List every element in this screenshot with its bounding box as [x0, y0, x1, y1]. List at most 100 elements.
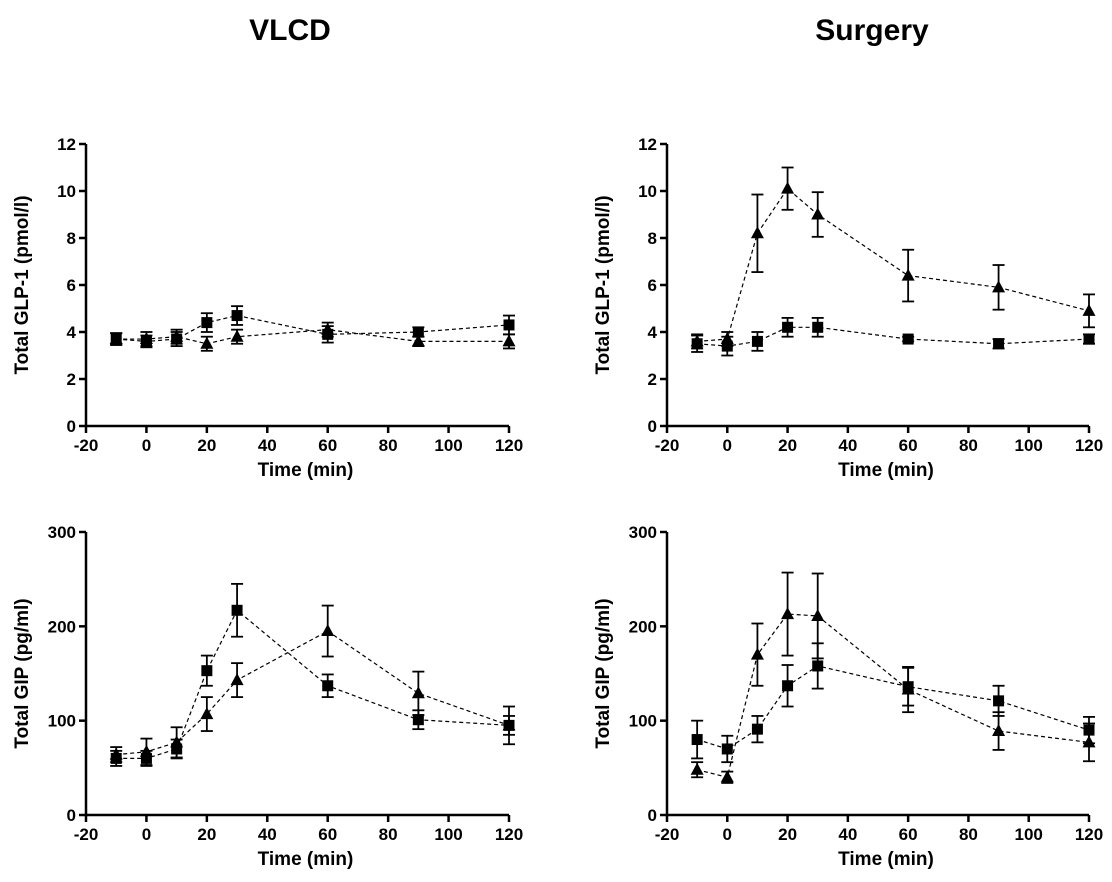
y-tick-label: 100 [629, 712, 657, 731]
y-axis-label: Total GIP (pg/ml) [12, 598, 33, 748]
data-point-triangle [411, 334, 425, 347]
y-tick-label: 10 [57, 182, 76, 201]
x-tick-label: 40 [258, 436, 277, 455]
y-tick-label: 4 [648, 323, 658, 342]
data-point-square [691, 734, 703, 746]
x-tick-label: 120 [1075, 825, 1103, 844]
x-tick-label: 0 [723, 436, 732, 455]
data-point-triangle [992, 280, 1006, 293]
data-point-square [721, 743, 733, 755]
data-point-triangle [321, 624, 335, 637]
series-triangle [690, 166, 1096, 350]
x-tick-label: -20 [655, 436, 680, 455]
data-point-triangle [230, 673, 244, 686]
x-axis-label: Time (min) [838, 849, 934, 870]
x-tick-label: 40 [838, 825, 857, 844]
x-tick-label: 60 [899, 436, 918, 455]
data-point-square [1083, 333, 1095, 345]
y-tick-label: 12 [638, 135, 657, 154]
x-tick-label: 0 [142, 436, 151, 455]
data-point-square [412, 714, 424, 726]
data-point-triangle [811, 608, 825, 621]
y-tick-label: 8 [648, 229, 657, 248]
data-point-triangle [139, 744, 153, 757]
data-point-square [782, 680, 794, 692]
x-tick-label: 60 [318, 825, 337, 844]
x-tick-label: 80 [959, 825, 978, 844]
data-point-triangle [901, 682, 915, 695]
data-point-triangle [230, 329, 244, 342]
x-tick-label: 120 [495, 825, 523, 844]
x-tick-label: 60 [899, 825, 918, 844]
series-line [696, 613, 1090, 778]
x-tick-label: 100 [1015, 825, 1043, 844]
y-tick-label: 0 [648, 806, 657, 825]
data-point-triangle [200, 336, 214, 349]
x-tick-label: 0 [723, 825, 732, 844]
data-point-square [812, 321, 824, 333]
data-point-square [231, 604, 243, 616]
x-axis-label: Time (min) [258, 849, 354, 870]
data-point-triangle [781, 607, 795, 620]
series-square [110, 582, 515, 767]
x-tick-label: 60 [318, 436, 337, 455]
data-point-square [993, 695, 1005, 707]
x-tick-label: 20 [778, 825, 797, 844]
vlcd-column-title: VLCD [249, 14, 331, 47]
y-tick-label: 2 [648, 370, 657, 389]
data-point-triangle [901, 268, 915, 281]
series-line [116, 609, 510, 760]
x-tick-label: 0 [142, 825, 151, 844]
x-tick-label: -20 [74, 436, 99, 455]
series-triangle [109, 321, 516, 352]
x-tick-label: 20 [197, 825, 216, 844]
x-tick-label: 40 [258, 825, 277, 844]
y-tick-label: 2 [67, 370, 76, 389]
data-point-triangle [109, 332, 123, 345]
data-point-square [751, 723, 763, 735]
y-tick-label: 300 [48, 523, 76, 542]
data-point-triangle [781, 181, 795, 194]
x-tick-label: 20 [197, 436, 216, 455]
data-point-triangle [170, 329, 184, 342]
data-point-square [201, 665, 213, 677]
y-tick-label: 0 [67, 806, 76, 825]
x-tick-label: 100 [434, 436, 462, 455]
data-point-square [782, 321, 794, 333]
y-tick-label: 0 [67, 417, 76, 436]
y-axis-label: Total GLP-1 (pmol/l) [12, 195, 33, 374]
data-point-square [322, 680, 334, 692]
y-tick-label: 12 [57, 135, 76, 154]
data-point-triangle [992, 724, 1006, 737]
data-point-square [751, 335, 763, 347]
x-tick-label: 20 [778, 436, 797, 455]
data-point-triangle [411, 686, 425, 699]
series-line [116, 329, 509, 345]
data-point-triangle [690, 762, 704, 775]
x-tick-label: 120 [495, 436, 523, 455]
y-tick-label: 300 [629, 523, 657, 542]
y-tick-label: 8 [67, 229, 76, 248]
x-tick-label: -20 [655, 825, 680, 844]
y-tick-label: 0 [648, 417, 657, 436]
y-tick-label: 4 [67, 323, 77, 342]
series-triangle [109, 604, 516, 766]
y-tick-label: 200 [48, 617, 76, 636]
surgery-column-title: Surgery [815, 14, 929, 47]
data-point-triangle [720, 770, 734, 783]
data-point-triangle [170, 735, 184, 748]
data-point-square [993, 338, 1005, 350]
x-axis-label: Time (min) [258, 460, 354, 481]
y-axis-label: Total GLP-1 (pmol/l) [593, 195, 614, 374]
series-line [696, 665, 1090, 750]
x-tick-label: 40 [838, 436, 857, 455]
series-line [116, 630, 510, 756]
data-point-triangle [811, 207, 825, 220]
data-point-triangle [321, 322, 335, 335]
x-tick-label: 100 [1015, 436, 1043, 455]
series-square [691, 316, 1095, 357]
y-axis-label: Total GIP (pg/ml) [593, 598, 614, 748]
